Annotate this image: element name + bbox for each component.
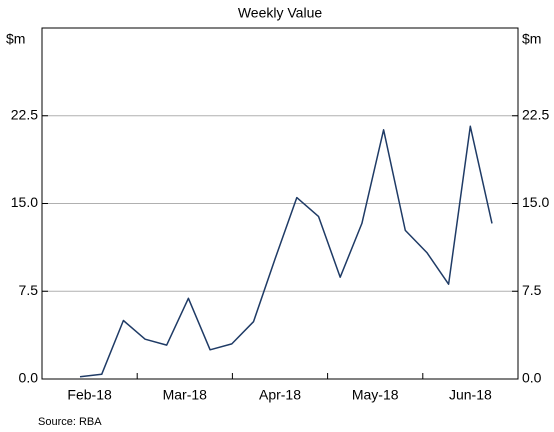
- y-axis-label: $m: [6, 31, 25, 47]
- data-line: [79, 125, 493, 378]
- y2-axis-label: $m: [522, 31, 541, 47]
- y-tick-label: 0.0: [19, 370, 39, 386]
- source-note: Source: RBA: [38, 416, 102, 428]
- y-tick-label: 7.5: [19, 282, 39, 298]
- x-tick-label: May-18: [352, 387, 399, 403]
- chart-title: Weekly Value: [238, 5, 323, 21]
- y2-tick-label: 15.0: [522, 194, 549, 210]
- y-tick-label: 15.0: [11, 194, 38, 210]
- y2-tick-label: 7.5: [522, 282, 542, 298]
- x-tick-label: Mar-18: [163, 387, 208, 403]
- plot-frame: [41, 27, 519, 380]
- x-tick-label: Jun-18: [449, 387, 492, 403]
- x-tick-label: Apr-18: [259, 387, 301, 403]
- y2-tick-label: 22.5: [522, 106, 549, 122]
- y-tick-label: 22.5: [11, 106, 38, 122]
- y2-tick-label: 0.0: [522, 370, 542, 386]
- x-tick-label: Feb-18: [67, 387, 112, 403]
